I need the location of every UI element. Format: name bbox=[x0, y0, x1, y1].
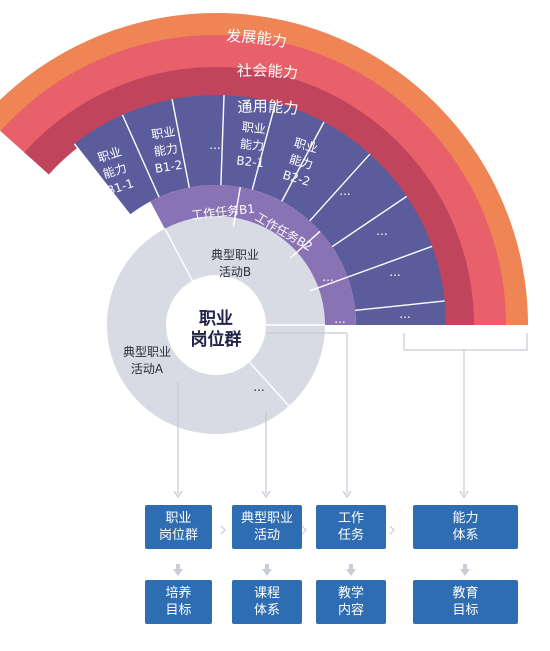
ability-divider bbox=[251, 102, 277, 190]
task-divider bbox=[289, 230, 321, 259]
center-label: 职业 岗位群 bbox=[190, 309, 242, 350]
flow-box-training-goal-label: 培养 目标 bbox=[165, 586, 192, 618]
development-ring bbox=[0, 13, 528, 325]
ability-divider bbox=[73, 143, 131, 216]
flow-box-curriculum-label: 课程 体系 bbox=[253, 586, 280, 618]
activity-label-more: ... bbox=[253, 380, 265, 394]
flow-box-education-goal-label: 教育 目标 bbox=[452, 586, 479, 618]
flow-box-activity-label: 典型职业 活动 bbox=[240, 511, 293, 543]
ability-label-more-1: ... bbox=[339, 184, 351, 198]
flow-box-work-task-label: 工作 任务 bbox=[337, 511, 364, 543]
general-ring bbox=[24, 67, 474, 326]
connector-lines bbox=[173, 332, 528, 535]
ability-label-b1-more: ... bbox=[209, 138, 221, 152]
flow-box-ability-system: 能力 体系 bbox=[413, 505, 518, 549]
social-ring bbox=[0, 34, 506, 325]
ability-divider bbox=[309, 153, 371, 222]
ability-label-more-4: ... bbox=[399, 307, 411, 321]
flow-box-ability-system-label: 能力 体系 bbox=[452, 511, 479, 543]
ability-label-more-2: ... bbox=[376, 224, 388, 238]
task-divider bbox=[309, 276, 348, 292]
ability-label-b2-1: 职业 能力 B2-1 bbox=[235, 119, 267, 171]
flow-box-training-goal: 培养 目标 bbox=[145, 580, 212, 624]
ability-divider bbox=[331, 195, 408, 248]
ability-label-more-3: ... bbox=[389, 265, 401, 279]
activity-label-a: 典型职业 活动A bbox=[122, 345, 171, 376]
ability-divider bbox=[281, 121, 325, 202]
ability-divider bbox=[347, 245, 433, 278]
task-divider bbox=[232, 187, 242, 227]
flow-box-teaching-content-label: 教学 内容 bbox=[337, 586, 364, 618]
down-arrow-2 bbox=[262, 564, 272, 576]
ability-divider bbox=[220, 95, 225, 186]
task-label-more-1: ... bbox=[322, 270, 334, 284]
flow-box-work-task: 工作 任务 bbox=[316, 505, 386, 549]
ability-band-fill bbox=[74, 94, 446, 325]
activity-label-b: 典型职业 活动B bbox=[210, 248, 259, 279]
flow-box-curriculum: 课程 体系 bbox=[232, 580, 302, 624]
ability-divider bbox=[121, 114, 160, 198]
activity-divider-a bbox=[164, 228, 194, 282]
down-arrow-4 bbox=[460, 564, 470, 576]
vocational-ability-band bbox=[74, 94, 446, 325]
activity-divider-more bbox=[248, 361, 290, 407]
ability-divider bbox=[355, 300, 445, 312]
flow-box-education-goal: 教育 目标 bbox=[413, 580, 518, 624]
sector-dividers bbox=[73, 95, 445, 407]
center-circle bbox=[166, 275, 266, 375]
down-arrow-1 bbox=[173, 564, 183, 576]
flow-box-job-group-label: 职业 岗位群 bbox=[158, 511, 198, 543]
down-arrow-3 bbox=[346, 564, 356, 576]
flow-box-job-group: 职业 岗位群 bbox=[145, 505, 212, 549]
ability-divider bbox=[171, 99, 190, 188]
flow-box-teaching-content: 教学 内容 bbox=[316, 580, 386, 624]
flow-box-activity: 典型职业 活动 bbox=[232, 505, 302, 549]
task-label-more-2: ... bbox=[334, 312, 346, 326]
